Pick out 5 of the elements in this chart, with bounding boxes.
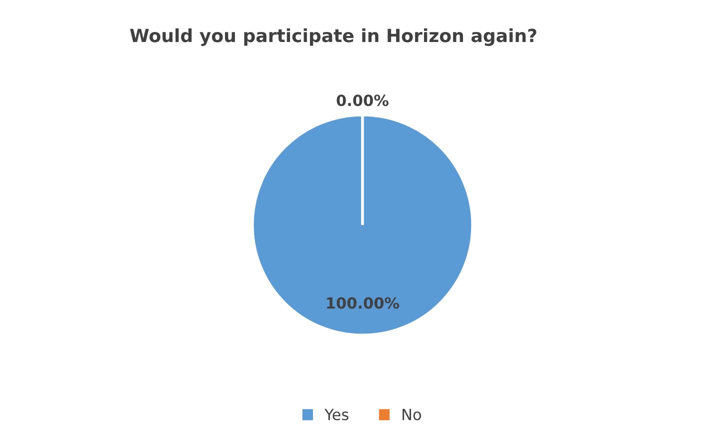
- text: 0.00%: [336, 94, 389, 106]
- legend-label: No: [402, 408, 422, 420]
- legend-label: Yes: [324, 408, 348, 420]
- data-label: 100.00%: [327, 297, 400, 309]
- chart-title: Would you participate in Horizon again?: [130, 28, 536, 46]
